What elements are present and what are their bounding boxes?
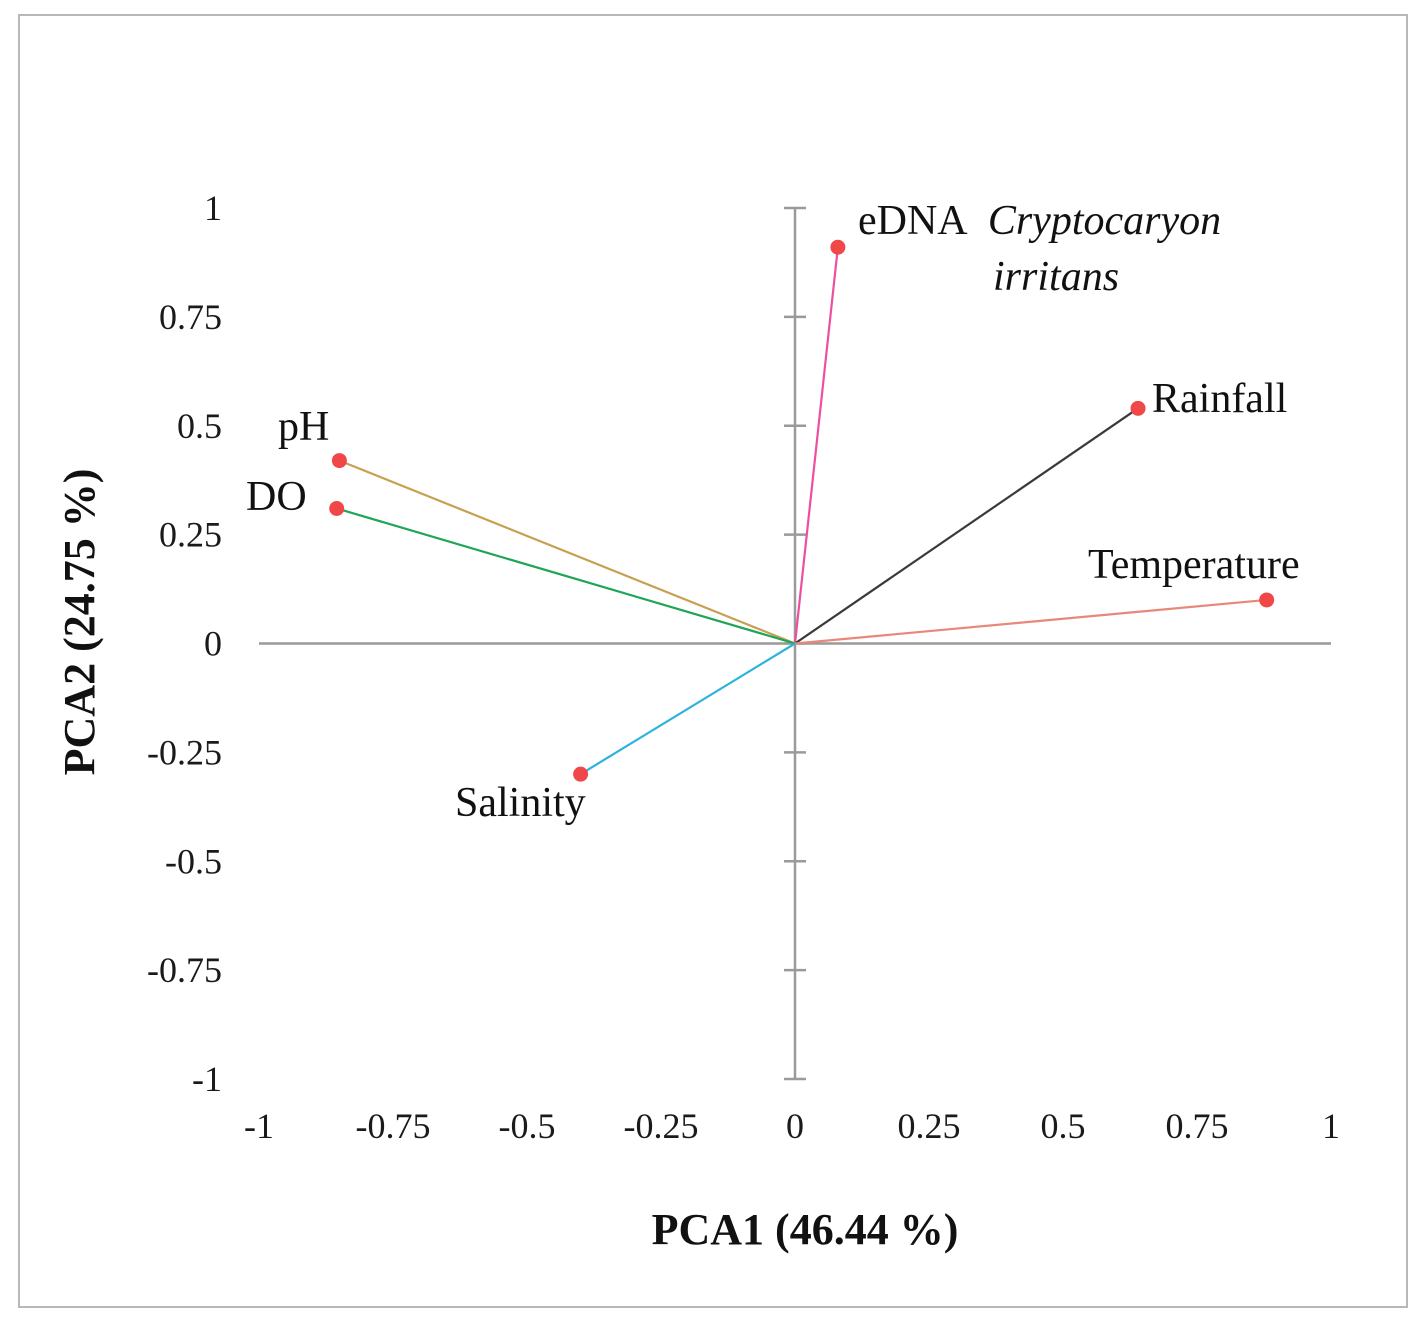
point-edna bbox=[830, 239, 846, 255]
y-tick-label: 1 bbox=[204, 188, 222, 228]
label-ph: pH bbox=[278, 404, 329, 450]
label-rainfall: Rainfall bbox=[1152, 376, 1287, 422]
label-temperature: Temperature bbox=[1088, 542, 1300, 588]
vector-salinity bbox=[580, 642, 796, 776]
x-tick-label: 0.75 bbox=[1166, 1106, 1229, 1146]
label-edna: eDNA Cryptocaryon bbox=[858, 198, 1221, 244]
x-tick-label: 0.25 bbox=[898, 1106, 961, 1146]
vector-temperature bbox=[794, 598, 1267, 645]
y-tick-label: -0.5 bbox=[165, 841, 222, 881]
variable-labels-group: eDNA Cryptocaryon irritans Rainfall Temp… bbox=[246, 198, 1300, 826]
x-axis-title: PCA1 (46.44 %) bbox=[652, 1205, 959, 1254]
point-salinity bbox=[573, 766, 589, 782]
x-tick-label: 0 bbox=[786, 1106, 804, 1146]
x-tick-label: -0.75 bbox=[356, 1106, 431, 1146]
label-edna-italic-1: Cryptocaryon bbox=[988, 198, 1221, 244]
label-edna-plain: eDNA bbox=[858, 198, 968, 244]
y-tick-label: -1 bbox=[192, 1059, 222, 1099]
tick-labels-group: -1 -0.75 -0.5 -0.25 0 0.25 0.5 0.75 1 -1 -0.75 -0.5… bbox=[147, 188, 1340, 1146]
vector-ph bbox=[338, 459, 796, 645]
label-salinity: Salinity bbox=[455, 780, 586, 826]
point-temperature bbox=[1259, 592, 1275, 608]
label-do: DO bbox=[246, 474, 307, 520]
vector-do bbox=[336, 507, 796, 645]
y-axis-title: PCA2 (24.75 %) bbox=[55, 469, 104, 776]
y-tick-label: 0.75 bbox=[159, 297, 222, 337]
x-tick-label: -0.5 bbox=[499, 1106, 556, 1146]
y-tick-label: 0.5 bbox=[177, 406, 222, 446]
y-tick-label: -0.75 bbox=[147, 950, 222, 990]
x-tick-label: -0.25 bbox=[624, 1106, 699, 1146]
loading-points-group bbox=[329, 239, 1275, 782]
point-do bbox=[329, 500, 345, 516]
x-tick-label: 1 bbox=[1322, 1106, 1340, 1146]
vector-rainfall bbox=[794, 407, 1139, 645]
x-tick-label: 0.5 bbox=[1041, 1106, 1086, 1146]
chart-frame bbox=[18, 14, 1408, 1308]
vector-edna bbox=[793, 247, 839, 644]
y-tick-label: 0 bbox=[204, 624, 222, 664]
point-ph bbox=[331, 453, 347, 469]
y-tick-label: -0.25 bbox=[147, 732, 222, 772]
loading-vectors-group bbox=[336, 247, 1267, 776]
point-rainfall bbox=[1130, 400, 1146, 416]
label-edna-italic-2: irritans bbox=[993, 254, 1119, 300]
y-tick-label: 0.25 bbox=[159, 515, 222, 555]
x-tick-label: -1 bbox=[244, 1106, 274, 1146]
